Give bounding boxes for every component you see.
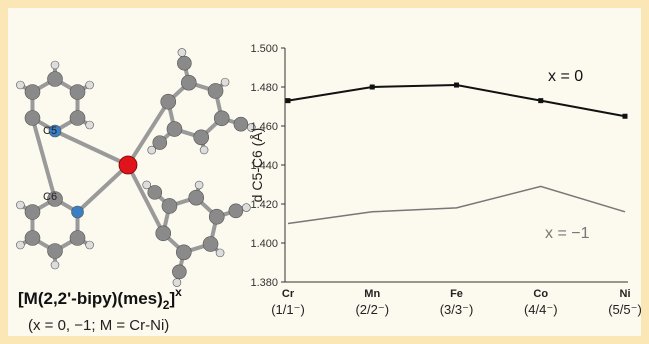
atom bbox=[189, 190, 204, 205]
formula-sup: x bbox=[175, 285, 182, 299]
atom bbox=[181, 75, 196, 90]
atom-label: C6 bbox=[43, 191, 57, 203]
point bbox=[370, 85, 375, 90]
atom bbox=[161, 94, 176, 109]
atom bbox=[177, 56, 191, 70]
atom bbox=[16, 201, 24, 209]
formula: [M(2,2'-bipy)(mes)2]x bbox=[18, 285, 182, 312]
atom bbox=[194, 130, 209, 145]
y-tick-label: 1.400 bbox=[250, 238, 278, 250]
atom bbox=[25, 85, 40, 100]
series-label: x = 0 bbox=[548, 68, 583, 85]
atom bbox=[25, 231, 40, 246]
atom bbox=[16, 241, 24, 249]
x-tick-label: Ni bbox=[620, 288, 631, 300]
atom bbox=[48, 244, 63, 259]
atom bbox=[156, 226, 171, 241]
point bbox=[538, 98, 543, 103]
atom bbox=[70, 85, 85, 100]
atom bbox=[16, 81, 24, 89]
atom bbox=[162, 198, 177, 213]
x-tick-note: (1/1⁻) bbox=[271, 302, 305, 317]
atom bbox=[86, 81, 94, 89]
atom bbox=[172, 265, 186, 279]
atom-label: C5 bbox=[43, 125, 57, 137]
x-tick-note: (3/3⁻) bbox=[440, 302, 474, 317]
x-tick-label: Cr bbox=[282, 288, 295, 300]
series-label: x = −1 bbox=[545, 225, 590, 242]
atom bbox=[25, 111, 40, 126]
panel bbox=[8, 8, 641, 336]
point bbox=[623, 114, 628, 119]
atom bbox=[86, 241, 94, 249]
atom bbox=[229, 204, 243, 218]
atom bbox=[195, 181, 203, 189]
atom bbox=[203, 237, 218, 252]
atom bbox=[72, 206, 84, 218]
atom bbox=[234, 117, 248, 131]
metal-atom bbox=[119, 156, 137, 174]
atom bbox=[221, 78, 229, 86]
y-tick-label: 1.420 bbox=[250, 199, 278, 211]
atom bbox=[208, 83, 223, 98]
atom bbox=[178, 48, 186, 56]
y-tick-label: 1.500 bbox=[250, 43, 278, 55]
atom bbox=[70, 231, 85, 246]
point bbox=[454, 83, 459, 88]
caption: (x = 0, −1; M = Cr-Ni) bbox=[28, 317, 169, 334]
atom bbox=[48, 72, 63, 87]
x-tick-note: (2/2⁻) bbox=[355, 302, 389, 317]
x-tick-label: Fe bbox=[450, 288, 463, 300]
atom bbox=[242, 204, 250, 212]
atom bbox=[216, 249, 224, 257]
atom bbox=[86, 121, 94, 129]
atom bbox=[200, 146, 208, 154]
y-tick-label: 1.380 bbox=[250, 277, 278, 289]
atom bbox=[167, 122, 182, 137]
atom bbox=[25, 205, 40, 220]
point bbox=[286, 98, 291, 103]
y-tick-label: 1.460 bbox=[250, 121, 278, 133]
formula-main: [M(2,2'-bipy)(mes) bbox=[18, 289, 163, 308]
atom bbox=[51, 61, 59, 69]
x-tick-note: (4/4⁻) bbox=[524, 302, 558, 317]
atom bbox=[214, 111, 229, 126]
x-tick-label: Co bbox=[533, 288, 548, 300]
y-tick-label: 1.480 bbox=[250, 82, 278, 94]
x-tick-label: Mn bbox=[364, 288, 380, 300]
atom bbox=[143, 181, 151, 189]
atom bbox=[70, 111, 85, 126]
atom bbox=[176, 245, 191, 260]
atom bbox=[51, 261, 59, 269]
graphic: C5 C6 [M(2,2'-bipy)(mes)2]x (x = 0, −1; … bbox=[0, 0, 649, 344]
atom bbox=[209, 209, 224, 224]
y-tick-label: 1.440 bbox=[250, 160, 278, 172]
x-tick-note: (5/5⁻) bbox=[608, 302, 642, 317]
atom bbox=[148, 146, 156, 154]
